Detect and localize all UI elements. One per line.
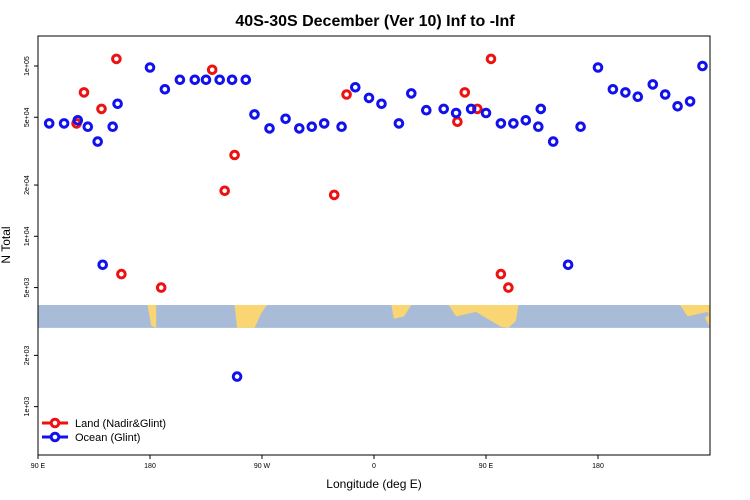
ocean-point <box>200 74 212 86</box>
ocean-point <box>350 82 361 93</box>
y-tick-label: 5e+03 <box>24 278 31 298</box>
map-strip <box>38 305 710 328</box>
land-point <box>485 53 497 65</box>
ocean-point <box>607 84 619 95</box>
x-tick-label: 90 W <box>254 463 271 470</box>
y-axis-label: N Total <box>0 226 13 263</box>
legend-entry: Land (Nadir&Glint) <box>75 418 166 430</box>
ocean-point <box>697 60 708 72</box>
map-land-south-america <box>234 305 267 328</box>
ocean-point <box>107 121 118 132</box>
ocean-point <box>684 96 696 107</box>
ocean-point <box>214 74 225 86</box>
land-point <box>116 268 127 280</box>
y-tick-label: 1e+03 <box>24 397 31 417</box>
ocean-point <box>58 118 70 129</box>
ocean-point <box>306 121 318 132</box>
ocean-point <box>406 88 417 99</box>
x-tick-label: 0 <box>372 463 376 470</box>
x-tick-label: 180 <box>592 463 604 470</box>
ocean-point <box>318 118 330 129</box>
ocean-point <box>264 123 275 134</box>
data-points <box>43 53 708 382</box>
ocean-point <box>144 62 156 73</box>
x-axis-label: Longitude (deg E) <box>326 477 421 491</box>
x-tick-label: 180 <box>144 463 156 470</box>
ocean-point <box>280 113 291 125</box>
ocean-point <box>226 74 238 86</box>
ocean-point <box>659 89 671 100</box>
ocean-point <box>376 98 387 110</box>
land-point <box>495 268 507 280</box>
ocean-point <box>575 121 586 132</box>
legend-marker <box>49 431 61 443</box>
land-point <box>78 87 90 98</box>
map-land-africa <box>391 305 412 319</box>
land-point <box>219 185 230 197</box>
ocean-point <box>450 107 462 119</box>
ocean-point <box>480 107 492 119</box>
ocean-point <box>72 115 84 126</box>
ocean-point <box>632 91 644 102</box>
map-land-australia <box>448 305 519 328</box>
land-point <box>328 189 340 201</box>
ocean-point <box>174 74 186 86</box>
ocean-point <box>535 103 547 115</box>
x-axis: 90 E 180 90 W 0 90 E 180 <box>31 455 604 470</box>
y-tick-label: 5e+04 <box>24 107 31 127</box>
x-tick-label: 90 E <box>31 463 46 470</box>
y-tick-label: 2e+03 <box>24 345 31 365</box>
ocean-point <box>363 92 375 104</box>
ocean-point <box>240 74 252 86</box>
ocean-point <box>508 118 519 129</box>
land-point <box>206 64 218 76</box>
land-point <box>96 103 107 115</box>
ocean-point <box>495 118 507 129</box>
ocean-point <box>231 371 243 382</box>
chart-title: 40S-30S December (Ver 10) Inf to -Inf <box>235 13 515 30</box>
y-axis: 1e+03 2e+03 5e+03 1e+04 2e+04 5e+04 1e+05 <box>24 56 38 416</box>
ocean-point <box>592 62 604 73</box>
ocean-point <box>438 103 450 115</box>
land-point <box>452 116 463 128</box>
land-point <box>111 53 122 65</box>
ocean-point <box>620 87 631 98</box>
y-tick-label: 2e+04 <box>24 175 31 195</box>
ocean-point <box>533 121 544 132</box>
ocean-point <box>672 101 683 112</box>
ocean-point <box>421 104 432 116</box>
ocean-point <box>393 118 405 129</box>
land-point <box>459 87 471 98</box>
ocean-point <box>92 136 103 147</box>
ocean-point <box>647 79 659 90</box>
ocean-point <box>189 74 201 86</box>
ocean-point <box>294 123 305 134</box>
ocean-point <box>43 118 55 129</box>
ocean-point <box>465 103 477 115</box>
y-tick-label: 1e+05 <box>24 56 31 76</box>
legend-entry: Ocean (Glint) <box>75 432 140 444</box>
map-ocean <box>38 305 710 328</box>
ocean-point <box>562 259 574 271</box>
legend-marker <box>49 417 61 429</box>
ocean-point <box>520 115 532 126</box>
land-point <box>503 282 514 293</box>
ocean-point <box>97 259 108 271</box>
y-tick-label: 1e+04 <box>24 226 31 246</box>
map-land-australia-repeat <box>680 305 710 317</box>
land-point <box>229 149 240 161</box>
ocean-point <box>82 121 94 132</box>
x-tick-label: 90 E <box>479 463 494 470</box>
map-land-tasmania-repeat <box>705 314 710 328</box>
map-land-tasmania <box>147 305 157 328</box>
ocean-point <box>547 136 559 147</box>
land-point <box>155 282 167 293</box>
ocean-point <box>336 121 347 132</box>
ocean-point <box>112 98 123 110</box>
ocean-point <box>159 84 171 95</box>
ocean-point <box>249 109 260 120</box>
land-point <box>341 89 352 100</box>
legend: Land (Nadir&Glint) Ocean (Glint) <box>42 417 166 444</box>
